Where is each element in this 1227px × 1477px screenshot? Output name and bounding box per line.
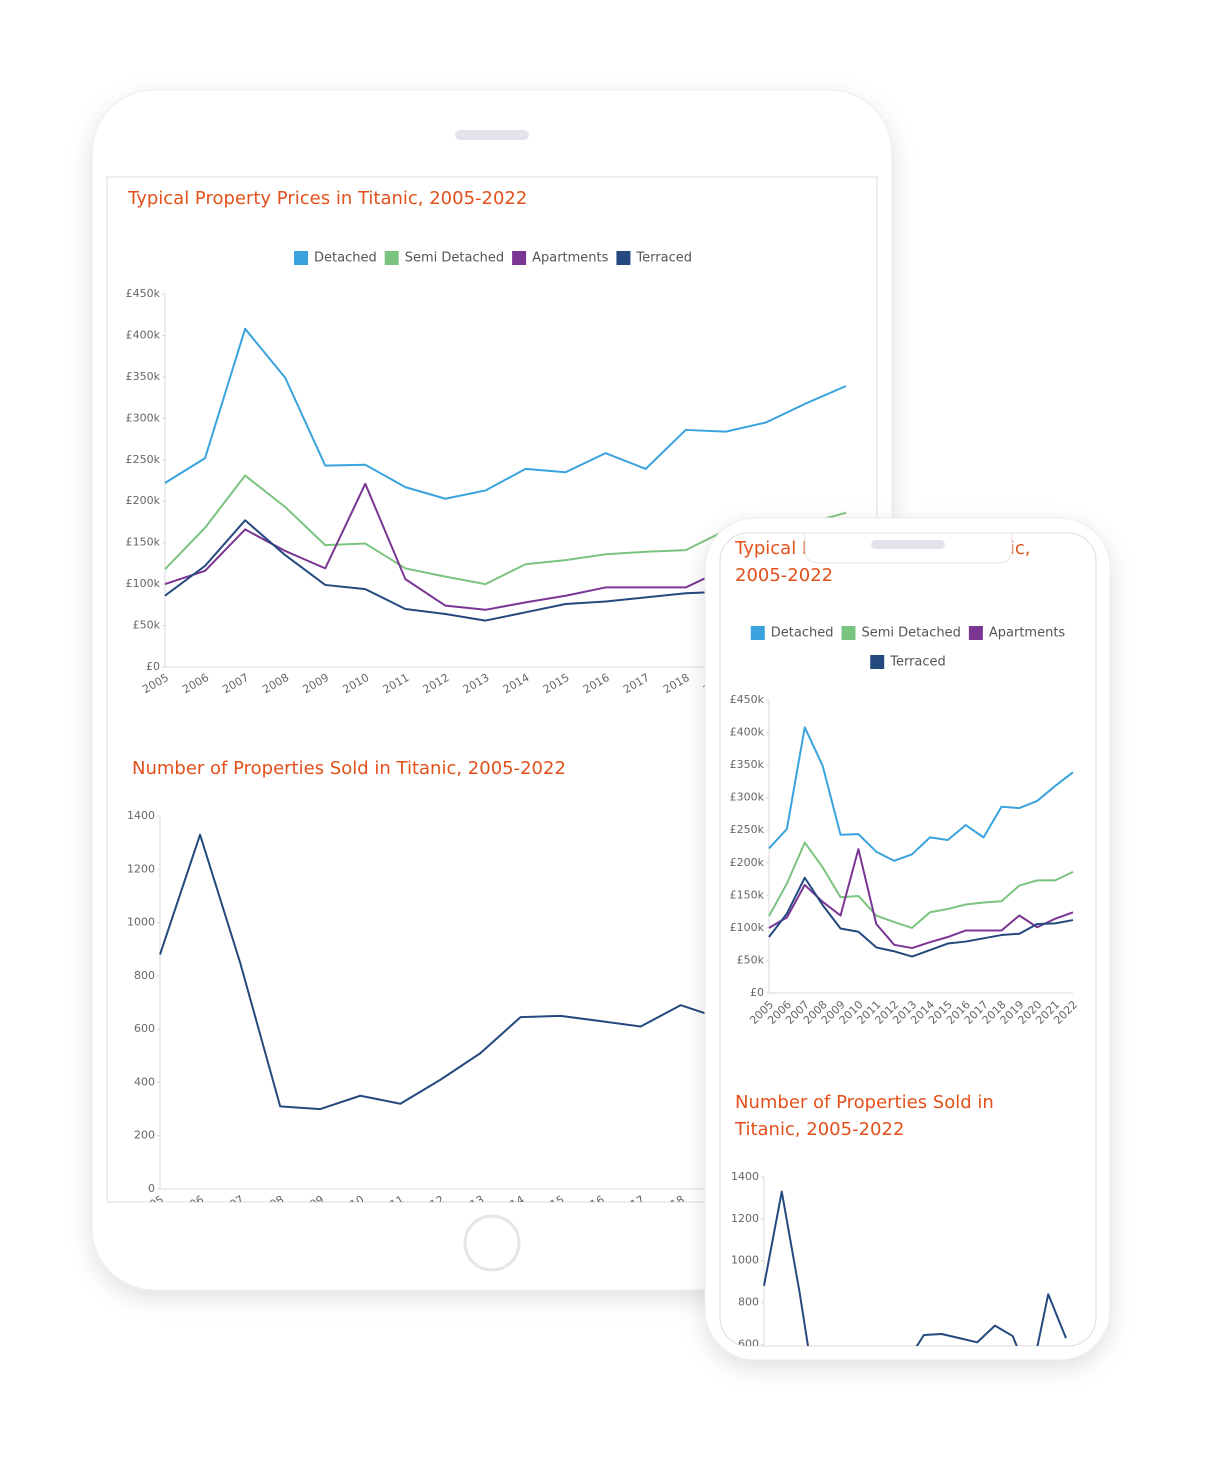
phone-speaker — [871, 540, 945, 549]
y-tick-label: £250k — [730, 823, 765, 836]
y-tick-label: £50k — [737, 953, 765, 966]
legend-item[interactable]: Semi Detached — [841, 626, 961, 641]
legend-label: Semi Detached — [862, 626, 961, 641]
legend-label: Semi Detached — [405, 251, 504, 266]
tablet-content: Typical Property Prices in Titanic, 2005… — [126, 188, 852, 1218]
chart-title: Number of Properties Sold in Titanic, 20… — [132, 758, 566, 779]
y-tick-label: 1200 — [731, 1212, 759, 1225]
y-tick-label: £350k — [730, 758, 765, 771]
legend-swatch — [294, 251, 309, 265]
legend-swatch — [870, 655, 885, 669]
x-tick-label: 2007 — [215, 1193, 246, 1218]
y-tick-label: £150k — [730, 888, 765, 901]
y-tick-label: 800 — [134, 969, 155, 982]
y-tick-label: £450k — [126, 287, 161, 300]
legend-label: Detached — [314, 251, 377, 266]
y-tick-label: 1400 — [127, 809, 155, 822]
x-tick-label: 2008 — [255, 1193, 286, 1218]
y-tick-label: £50k — [133, 619, 161, 632]
legend-label: Apartments — [989, 626, 1066, 641]
y-tick-label: 1000 — [127, 916, 155, 929]
y-tick-label: 400 — [738, 1379, 759, 1392]
legend-item[interactable]: Detached — [750, 626, 834, 641]
x-tick-label: 2009 — [295, 1193, 326, 1218]
legend-item[interactable]: Terraced — [870, 655, 946, 670]
y-tick-label: 1000 — [731, 1254, 759, 1267]
chart-title: Typical Property Prices in Titanic, 2005… — [128, 188, 528, 209]
y-tick-label: £200k — [126, 494, 161, 507]
x-tick-label: 2011 — [376, 1193, 407, 1218]
tablet-speaker — [455, 130, 529, 140]
y-tick-label: 1200 — [127, 862, 155, 875]
y-tick-label: 200 — [134, 1129, 155, 1142]
y-tick-label: 1400 — [731, 1170, 759, 1183]
y-tick-label: 400 — [134, 1075, 155, 1088]
y-tick-label: 0 — [148, 1182, 155, 1195]
x-tick-label: 2018 — [656, 1193, 687, 1218]
y-tick-label: £0 — [146, 660, 160, 673]
legend-label: Apartments — [532, 251, 609, 266]
chart-title-box: Number of Properties Sold in Titanic, 20… — [735, 1092, 994, 1140]
phone: Typical Property Prices in Titanic, 2005… — [704, 517, 1111, 1476]
tablet: Typical Property Prices in Titanic, 2005… — [91, 89, 893, 1291]
home-button[interactable] — [463, 1214, 521, 1272]
x-tick-label: 2017 — [616, 1193, 647, 1218]
x-tick-label: 2012 — [416, 1193, 447, 1218]
data-line — [768, 841, 1074, 929]
chart-title-box: Number of Properties Sold in Titanic, 20… — [132, 758, 566, 779]
y-tick-label: £300k — [730, 791, 765, 804]
chart-title: Number of Properties Sold in Titanic, 20… — [735, 1092, 994, 1140]
legend-item[interactable]: Apartments — [512, 251, 609, 266]
x-tick-label: 2006 — [175, 1193, 206, 1218]
y-tick-label: 800 — [738, 1296, 759, 1309]
legend-swatch — [841, 626, 856, 640]
y-tick-label: £250k — [126, 453, 161, 466]
y-tick-label: £100k — [126, 577, 161, 590]
y-tick-label: 600 — [738, 1337, 759, 1350]
x-tick-label: 2014 — [496, 1193, 527, 1218]
legend-swatch — [512, 251, 527, 265]
y-tick-label: £200k — [730, 856, 765, 869]
legend-label: Terraced — [635, 251, 692, 266]
legend-label: Terraced — [889, 655, 946, 670]
y-tick-label: £400k — [126, 328, 161, 341]
x-tick-label: 2013 — [456, 1193, 487, 1218]
x-tick-label: 2015 — [536, 1193, 567, 1218]
y-tick-label: £0 — [750, 986, 764, 999]
y-tick-label: £450k — [730, 693, 765, 706]
y-tick-label: 200 — [738, 1421, 759, 1434]
data-line — [164, 327, 847, 500]
y-tick-label: £150k — [126, 536, 161, 549]
legend-label: Detached — [771, 626, 834, 641]
legend-item[interactable]: Semi Detached — [384, 251, 504, 266]
chart-title-box: Typical Property Prices in Titanic, 2005… — [128, 188, 528, 209]
legend-swatch — [384, 251, 399, 265]
data-line — [768, 726, 1074, 862]
legend-item[interactable]: Apartments — [968, 626, 1066, 641]
legend-swatch — [616, 251, 631, 265]
y-tick-label: £300k — [126, 411, 161, 424]
x-tick-label: 2010 — [336, 1193, 367, 1218]
y-tick-label: £400k — [730, 726, 765, 739]
x-tick-label: 2016 — [576, 1193, 607, 1218]
x-tick-label: 2005 — [135, 1193, 166, 1218]
data-line — [768, 876, 1074, 958]
y-tick-label: 600 — [134, 1022, 155, 1035]
legend-swatch — [968, 626, 983, 640]
y-tick-label: £350k — [126, 370, 161, 383]
legend-swatch — [750, 626, 765, 640]
legend-item[interactable]: Terraced — [616, 251, 692, 266]
legend-item[interactable]: Detached — [294, 251, 377, 266]
data-line — [763, 1190, 1067, 1346]
y-tick-label: £100k — [730, 921, 765, 934]
y-tick-label: 0 — [752, 1463, 759, 1476]
